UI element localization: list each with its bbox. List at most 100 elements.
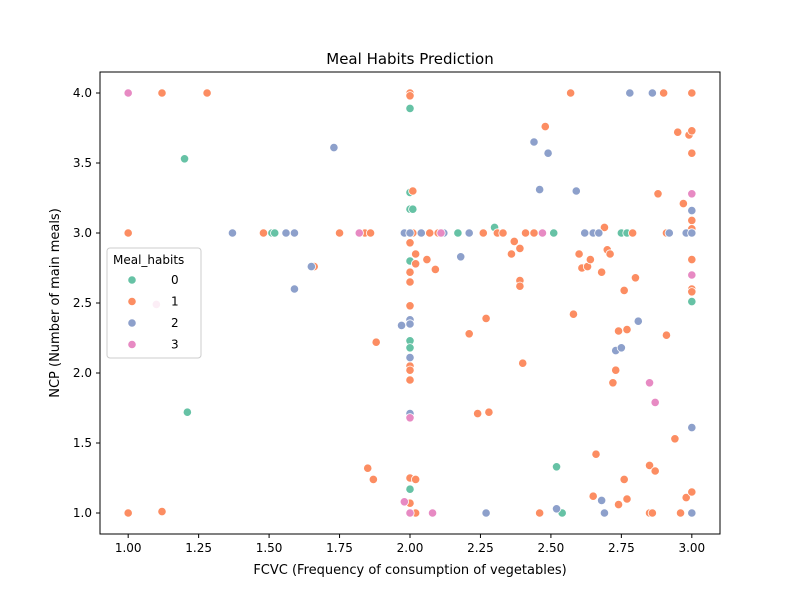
data-point (354, 228, 364, 238)
data-point (687, 508, 697, 518)
legend-entry-label: 0 (171, 273, 179, 287)
data-point (616, 343, 626, 353)
data-point (498, 228, 508, 238)
data-point (270, 228, 280, 238)
data-point (411, 474, 421, 484)
data-point (549, 228, 559, 238)
data-point (520, 228, 531, 238)
data-point (396, 320, 407, 330)
data-point (687, 296, 697, 307)
data-point (405, 343, 415, 353)
data-point (289, 284, 300, 294)
series-1 (123, 88, 697, 518)
y-axis: 1.0 1.5 2.0 2.5 3.0 3.5 4.0 (73, 86, 100, 520)
data-point (123, 228, 133, 238)
x-tick-label: 2.50 (538, 541, 565, 555)
legend-marker (127, 318, 137, 328)
data-point (405, 277, 415, 287)
legend-entry-label: 1 (171, 295, 179, 309)
data-point (661, 330, 672, 340)
data-point (518, 358, 528, 368)
legend: Meal_habits 0 1 2 3 (106, 247, 202, 359)
data-point (535, 185, 545, 195)
x-axis-label: FCVC (Frequency of consumption of vegeta… (253, 563, 566, 578)
data-point (179, 154, 190, 164)
points-layer (123, 88, 697, 518)
data-point (436, 228, 446, 238)
data-point (422, 255, 432, 265)
data-point (405, 484, 415, 494)
data-point (289, 228, 300, 238)
data-point (481, 313, 491, 323)
data-point (687, 270, 697, 280)
data-point (405, 319, 415, 329)
series-0 (179, 103, 697, 518)
x-tick-label: 1.25 (185, 541, 212, 555)
data-point (647, 88, 657, 98)
data-point (619, 474, 629, 484)
data-point (306, 261, 316, 272)
y-axis-label: NCP (Number of main meals) (48, 208, 63, 398)
data-point (585, 255, 595, 265)
data-point (687, 255, 697, 265)
data-point (670, 434, 680, 444)
data-point (543, 148, 553, 158)
data-point (687, 287, 697, 297)
data-point (399, 497, 409, 507)
data-point (681, 492, 691, 503)
data-point (588, 491, 598, 501)
legend-title: Meal_habits (113, 253, 184, 267)
data-point (687, 126, 697, 136)
data-point (659, 88, 669, 98)
data-point (405, 508, 415, 518)
data-point (258, 228, 269, 238)
data-point (687, 148, 697, 158)
data-point (574, 249, 584, 259)
data-point (678, 199, 688, 209)
data-point (365, 228, 376, 238)
data-point (411, 259, 421, 269)
x-tick-label: 3.00 (678, 541, 705, 555)
data-point (644, 378, 655, 388)
data-point (687, 487, 697, 497)
x-axis: 1.00 1.25 1.50 1.75 2.00 2.25 2.50 2.75 3.00 (115, 534, 705, 555)
y-tick-label: 4.0 (73, 86, 92, 100)
data-point (653, 189, 663, 199)
data-point (371, 337, 381, 347)
data-point (608, 378, 618, 388)
legend-marker (127, 275, 137, 285)
data-point (473, 408, 483, 419)
data-point (405, 91, 415, 101)
data-point (650, 397, 660, 407)
x-tick-label: 1.50 (256, 541, 283, 555)
data-point (515, 281, 525, 291)
data-point (599, 508, 610, 518)
data-point (405, 413, 415, 423)
data-point (633, 316, 643, 326)
x-tick-label: 2.00 (397, 541, 424, 555)
data-point (619, 285, 629, 295)
data-point (625, 88, 635, 98)
y-tick-label: 1.5 (73, 436, 92, 450)
data-point (405, 365, 415, 375)
data-point (687, 206, 697, 216)
data-point (425, 228, 435, 238)
data-point (368, 474, 378, 484)
data-point (687, 215, 697, 225)
legend-marker (127, 339, 137, 350)
legend-entry-label: 2 (171, 316, 179, 330)
data-point (405, 228, 415, 238)
y-tick-label: 3.0 (73, 226, 92, 240)
data-point (464, 228, 474, 238)
data-point (591, 449, 601, 459)
data-point (571, 186, 581, 196)
data-point (628, 228, 638, 238)
data-point (227, 228, 238, 238)
data-point (506, 249, 517, 259)
data-point (687, 189, 697, 199)
data-point (599, 222, 610, 232)
data-point (405, 301, 415, 311)
data-point (613, 499, 624, 510)
data-point (430, 264, 440, 274)
